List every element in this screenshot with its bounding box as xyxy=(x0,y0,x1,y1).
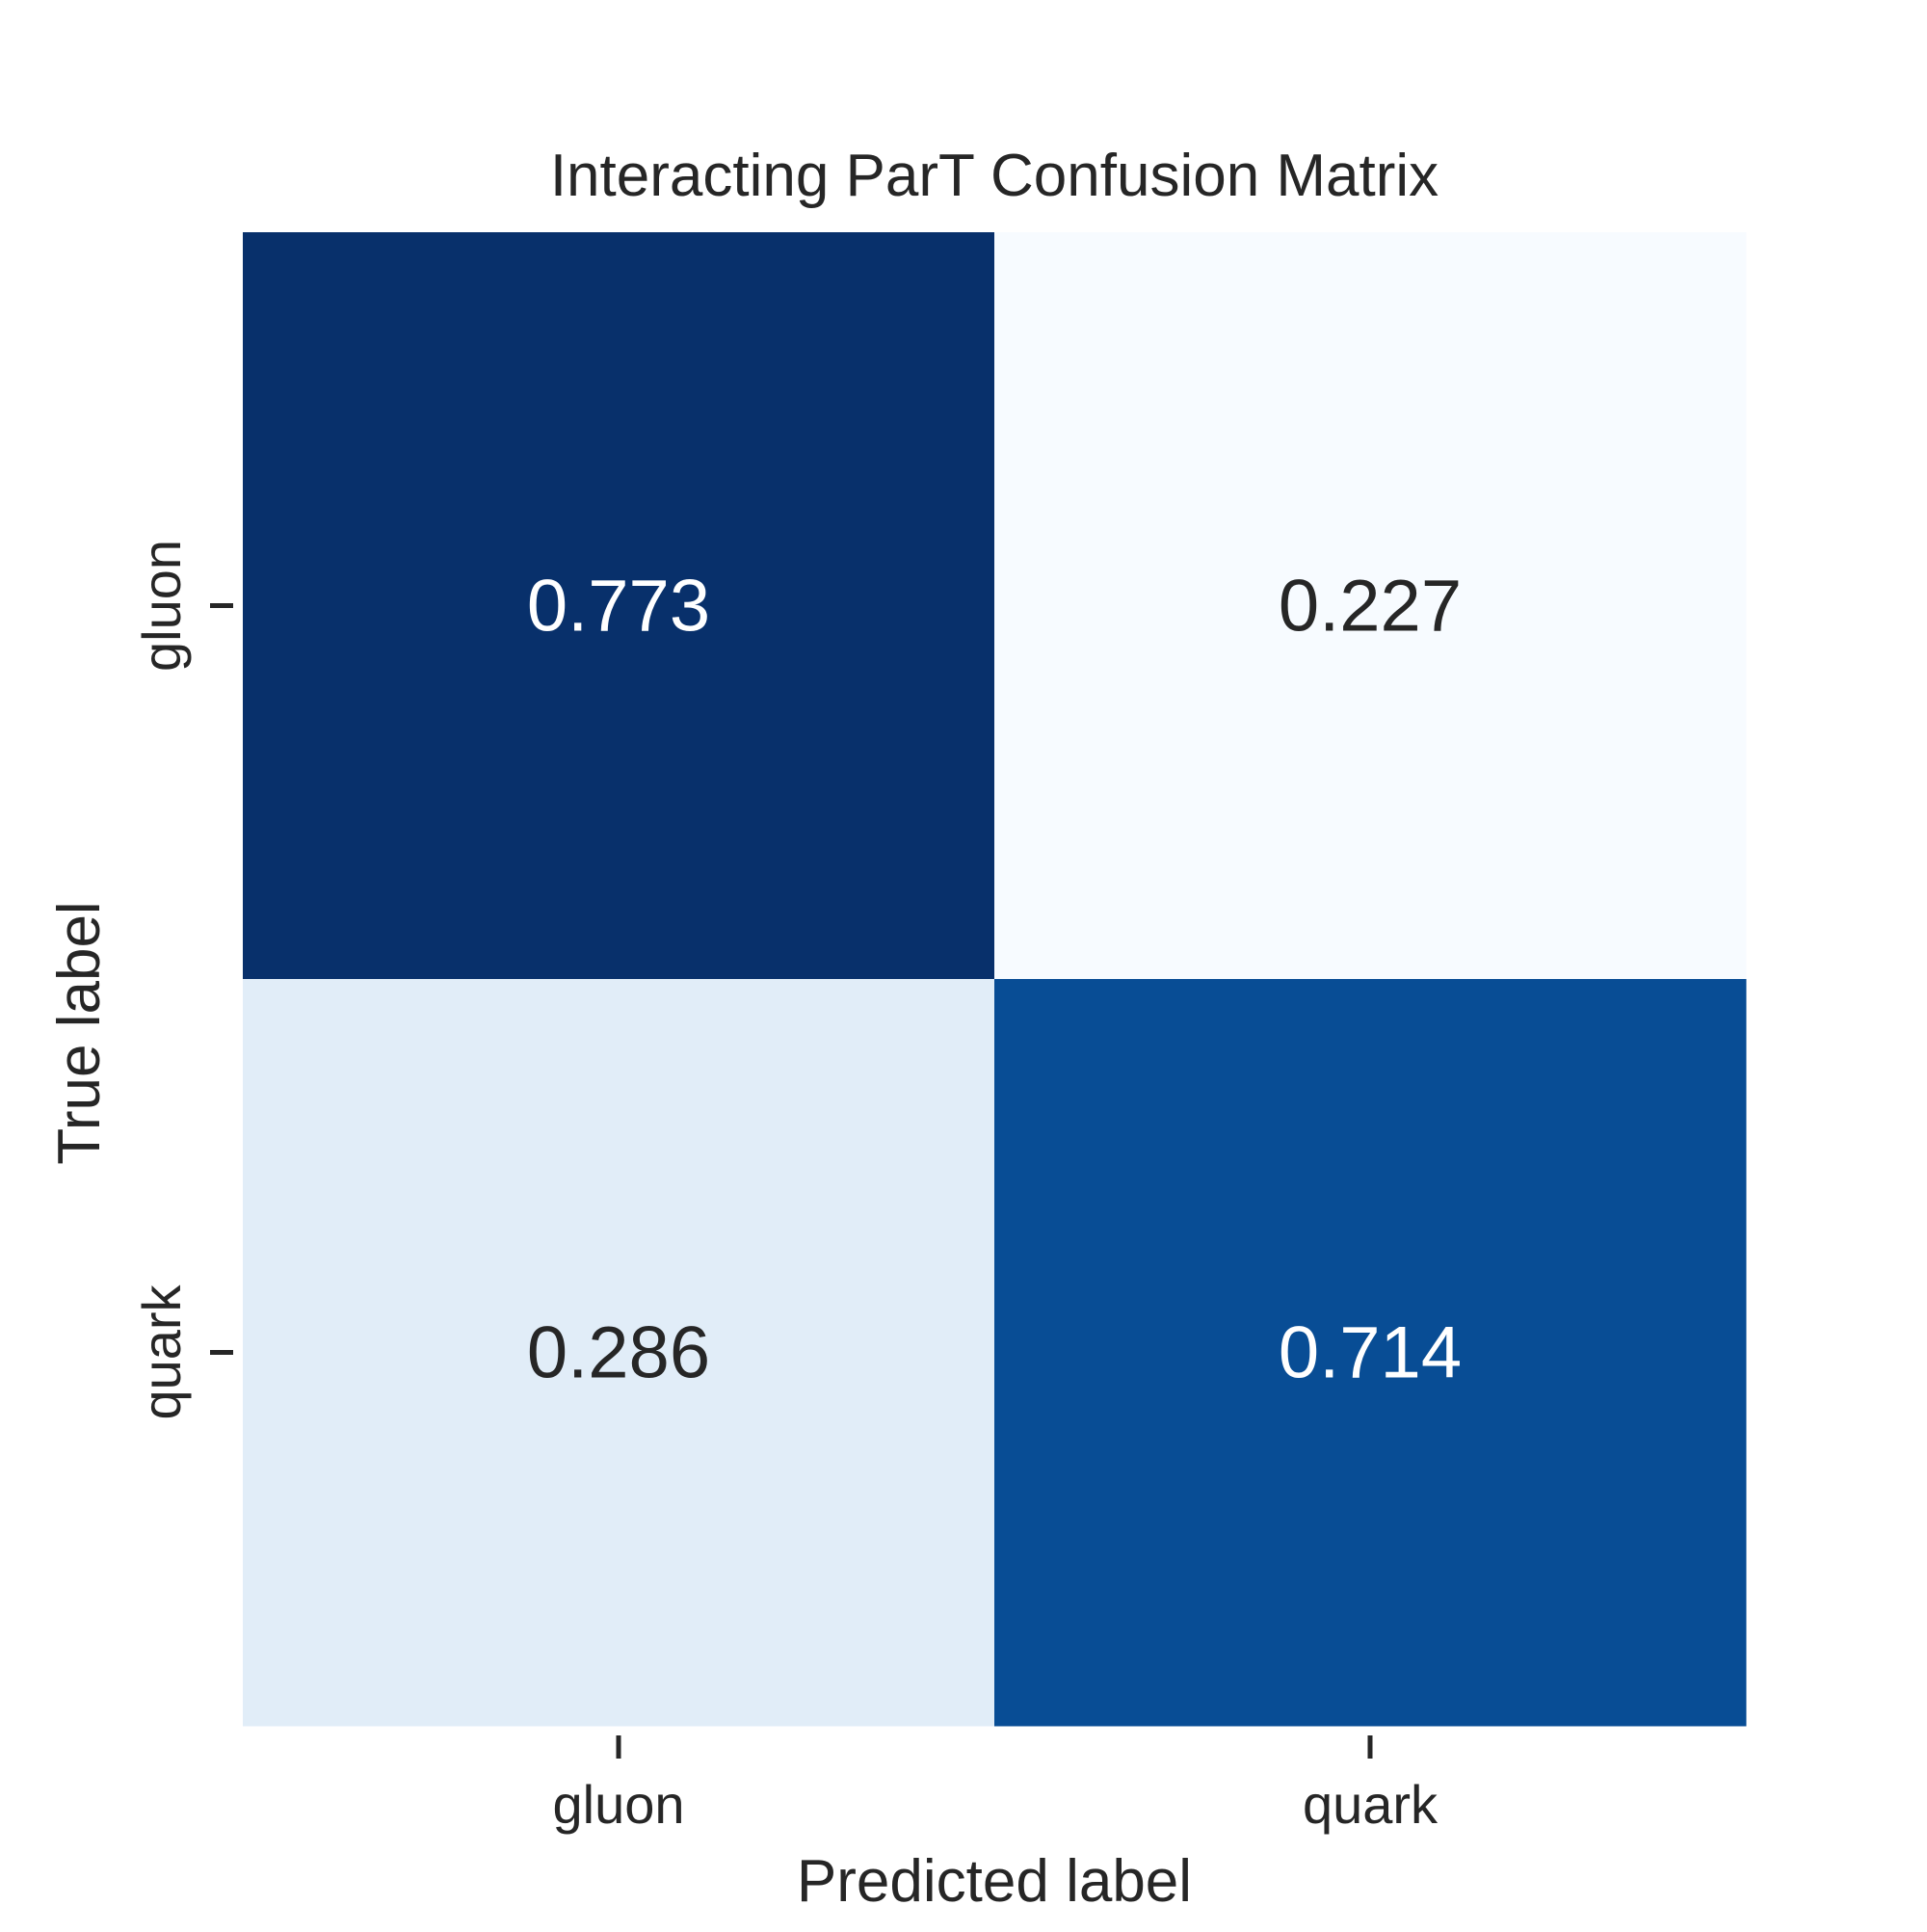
cell-value-label: 0.714 xyxy=(1279,1312,1462,1394)
x-tick-label: quark xyxy=(1303,1774,1439,1835)
y-axis-ticks: gluon quark xyxy=(131,540,233,1420)
cell-value-label: 0.227 xyxy=(1279,566,1462,648)
cell-value-label: 0.773 xyxy=(527,566,710,648)
x-axis-label: Predicted label xyxy=(797,1848,1192,1915)
heatmap-cells xyxy=(243,232,1747,1727)
heatmap-cell-quark-gluon xyxy=(243,979,995,1727)
heatmap-cell-gluon-gluon xyxy=(243,232,995,980)
heatmap-cell-labels: 0.773 0.227 0.286 0.714 xyxy=(527,566,1462,1394)
y-tick-label: gluon xyxy=(131,540,192,672)
y-tick-label: quark xyxy=(131,1284,192,1419)
x-tick-label: gluon xyxy=(552,1774,684,1835)
chart-title: Interacting ParT Confusion Matrix xyxy=(550,143,1439,209)
heatmap-cell-gluon-quark xyxy=(994,232,1747,980)
x-axis-ticks: gluon quark xyxy=(552,1735,1439,1835)
cell-value-label: 0.286 xyxy=(527,1312,710,1394)
y-axis-label: True label xyxy=(46,901,113,1164)
heatmap-cell-quark-quark xyxy=(994,979,1747,1727)
